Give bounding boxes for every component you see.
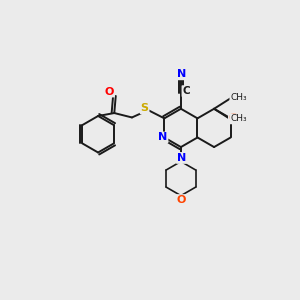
Text: N: N: [158, 133, 167, 142]
Text: C: C: [182, 86, 190, 96]
Text: N: N: [177, 69, 186, 79]
Text: O: O: [176, 195, 186, 205]
Text: O: O: [229, 113, 238, 123]
Text: CH₃: CH₃: [230, 114, 247, 123]
Text: N: N: [177, 153, 186, 163]
Text: O: O: [105, 87, 114, 97]
Text: S: S: [141, 103, 148, 113]
Text: CH₃: CH₃: [230, 93, 247, 102]
